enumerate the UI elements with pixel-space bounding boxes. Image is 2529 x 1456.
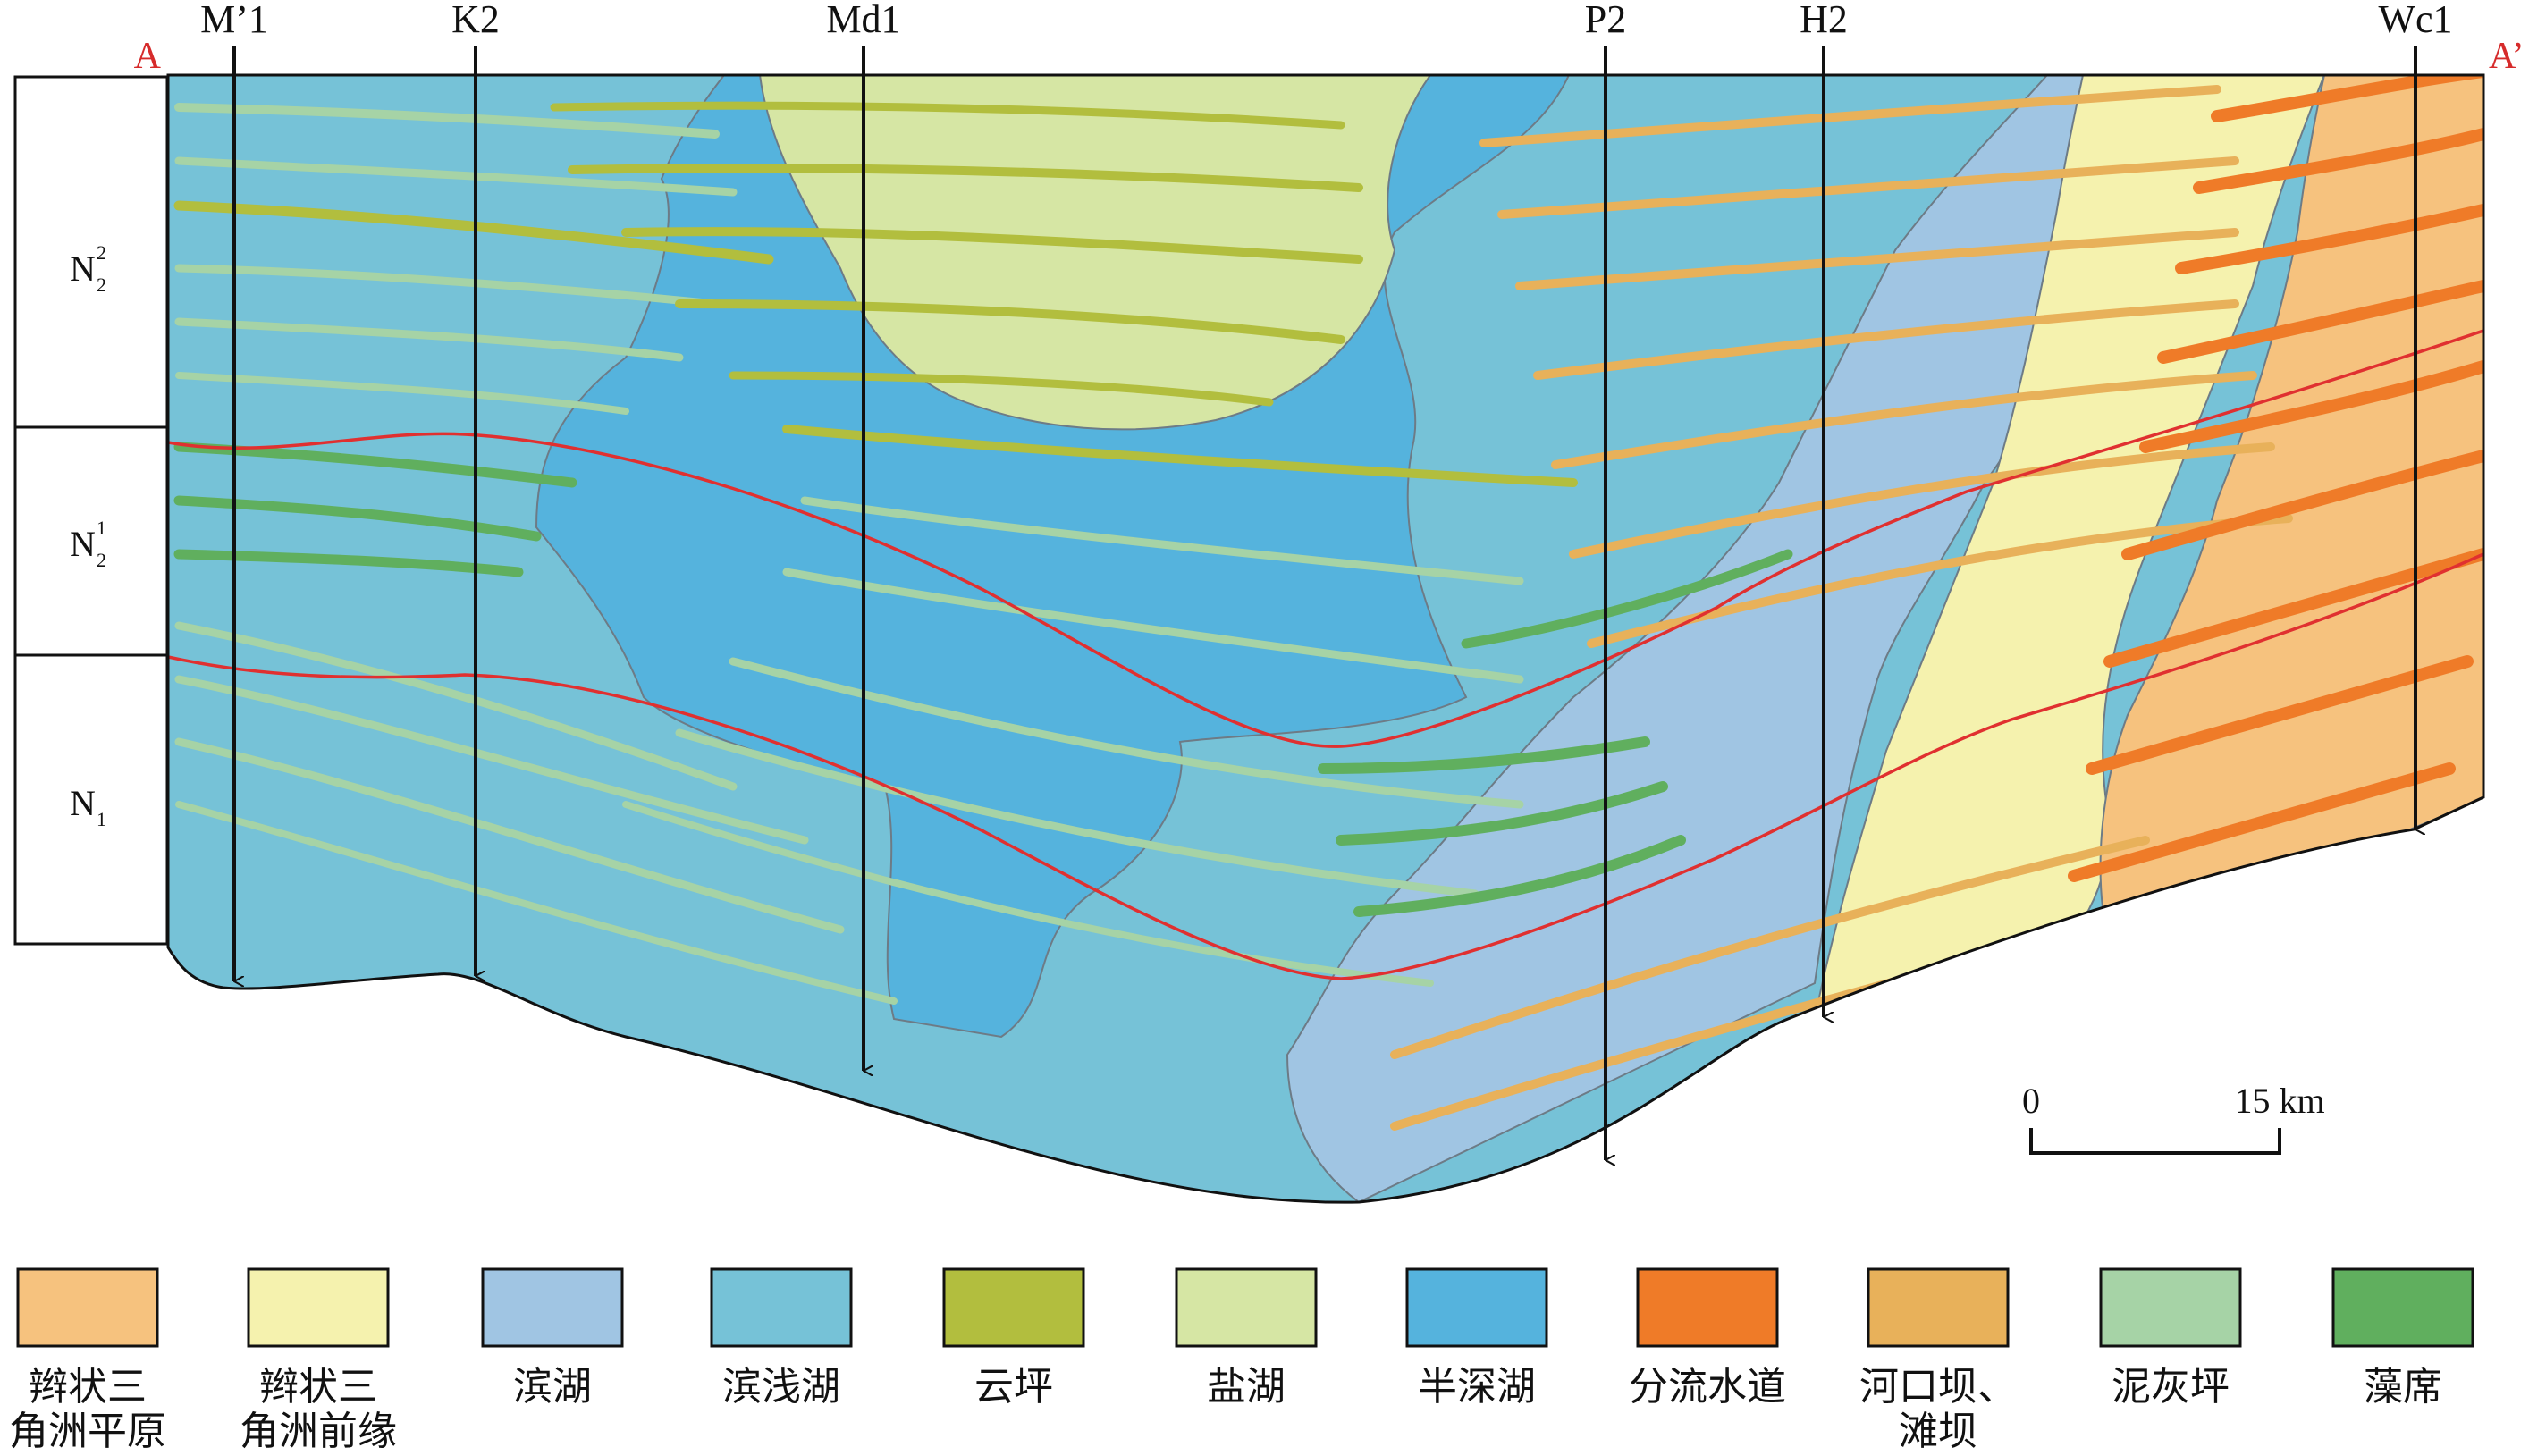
legend-item: 分流水道 [1629, 1267, 1786, 1410]
legend-label: 辫状三 [259, 1364, 377, 1410]
legend-label: 藻席 [2364, 1364, 2442, 1410]
n2-upper-boundary-line [168, 329, 2483, 748]
legend-label: 半深湖 [1418, 1364, 1536, 1410]
legend-label: 角洲平原 [9, 1409, 166, 1454]
section-end-label: A’ [2489, 36, 2525, 77]
legend-swatch [1405, 1267, 1548, 1348]
wells: M’1 K2 Md1 P2 H2 Wc1 [200, 0, 2453, 1160]
legend-label: 分流水道 [1629, 1364, 1786, 1410]
strat-label-n1: N 1 [70, 783, 106, 830]
legend-item: 藻席 [2331, 1267, 2474, 1410]
legend-swatch [481, 1267, 624, 1348]
legend-item: 云坪 [942, 1267, 1085, 1410]
scale-bar: 0 15 km [2022, 1081, 2325, 1155]
well-wc1: Wc1 [2378, 0, 2453, 829]
legend-swatch [942, 1267, 1085, 1348]
salt-lake-zone [758, 75, 1432, 431]
well-label: Wc1 [2378, 0, 2452, 41]
strat-subscript: 1 [97, 808, 106, 830]
strat-label-n2-upper: N 2 2 [70, 241, 106, 296]
section-start-label: A [134, 36, 162, 77]
legend-swatch [16, 1267, 159, 1348]
section-outline [166, 73, 2485, 1204]
facies-stripes [173, 75, 2483, 1131]
well-label: K2 [451, 0, 500, 41]
legend-label: 辫状三 [29, 1364, 147, 1410]
strat-symbol: N [70, 783, 96, 823]
legend-label: 滨浅湖 [722, 1364, 840, 1410]
well-label: P2 [1585, 0, 1626, 41]
well-md1: Md1 [826, 0, 901, 1071]
legend-item: 滨浅湖 [710, 1267, 853, 1410]
well-label: H2 [1800, 0, 1848, 41]
well-m1: M’1 [200, 0, 268, 981]
legend-label: 角洲前缘 [240, 1409, 397, 1454]
n1-upper-boundary-line [168, 552, 2483, 980]
legend-item: 半深湖 [1405, 1267, 1548, 1410]
strat-symbol: N [70, 248, 96, 289]
strat-label-n2-lower: N 1 2 [70, 517, 106, 571]
strat-superscript: 1 [97, 517, 106, 539]
strat-subscript: 2 [97, 549, 106, 571]
well-label: Md1 [826, 0, 900, 41]
well-k2: K2 [451, 0, 500, 976]
legend-label: 河口坝、 [1859, 1364, 2017, 1410]
facies-section [168, 75, 2483, 1203]
scale-start-label: 0 [2022, 1081, 2040, 1121]
scale-end-label: 15 km [2234, 1081, 2324, 1121]
legend-item: 盐湖 [1175, 1267, 1318, 1410]
legend-label: 滩坝 [1899, 1409, 1977, 1454]
legend-swatch [1636, 1267, 1779, 1348]
legend-item: 河口坝、滩坝 [1859, 1267, 2017, 1454]
legend-label: 盐湖 [1207, 1364, 1286, 1410]
strat-subscript: 2 [97, 274, 106, 296]
legend-swatch [1867, 1267, 2010, 1348]
strat-superscript: 2 [97, 241, 106, 264]
well-label: M’1 [200, 0, 268, 41]
legend-swatch [2099, 1267, 2242, 1348]
legend-item: 滨湖 [481, 1267, 624, 1410]
legend-label: 泥灰坪 [2112, 1364, 2230, 1410]
well-p2: P2 [1585, 0, 1626, 1160]
legend: 辫状三角洲平原辫状三角洲前缘滨湖 滨浅湖 云坪 盐湖 半深湖 分流水道 河口坝、滩坝泥灰坪藻… [9, 1267, 2474, 1454]
legend-swatch [2331, 1267, 2474, 1348]
legend-item: 泥灰坪 [2099, 1267, 2242, 1410]
legend-swatch [1175, 1267, 1318, 1348]
legend-label: 滨湖 [513, 1364, 592, 1410]
well-h2: H2 [1800, 0, 1848, 1017]
legend-swatch [710, 1267, 853, 1348]
scale-bar-line [2029, 1128, 2281, 1155]
strat-column-frame [13, 75, 169, 946]
legend-label: 云坪 [974, 1364, 1053, 1410]
strat-symbol: N [70, 524, 96, 564]
stratigraphic-column: N 2 2 N 1 2 N 1 [13, 75, 169, 946]
legend-swatch [247, 1267, 390, 1348]
